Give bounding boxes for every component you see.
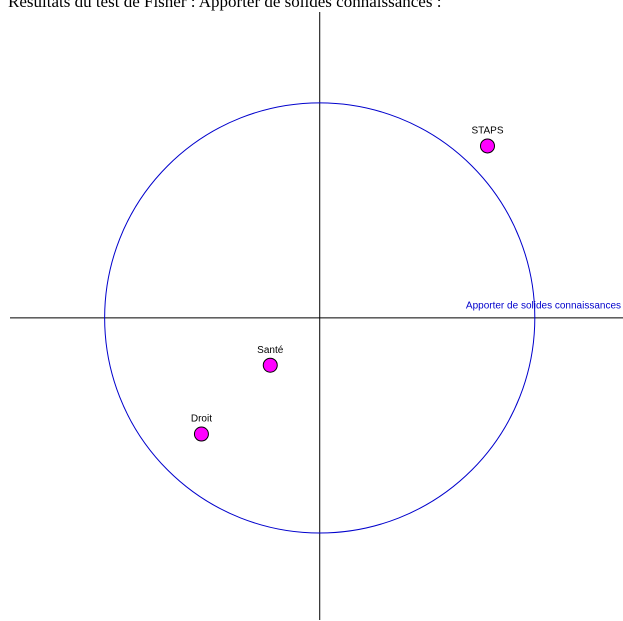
point-label: Droit <box>191 414 212 425</box>
point <box>193 426 209 442</box>
x-axis-label: Apporter de solides connaissances <box>466 301 621 312</box>
point <box>479 138 495 154</box>
correlation-circle <box>104 102 536 534</box>
point <box>262 357 278 373</box>
chart-title: Résultats du test de Fisher : Apporter d… <box>8 0 441 11</box>
point-label: Santé <box>257 345 284 356</box>
point-label: STAPS <box>471 126 503 137</box>
